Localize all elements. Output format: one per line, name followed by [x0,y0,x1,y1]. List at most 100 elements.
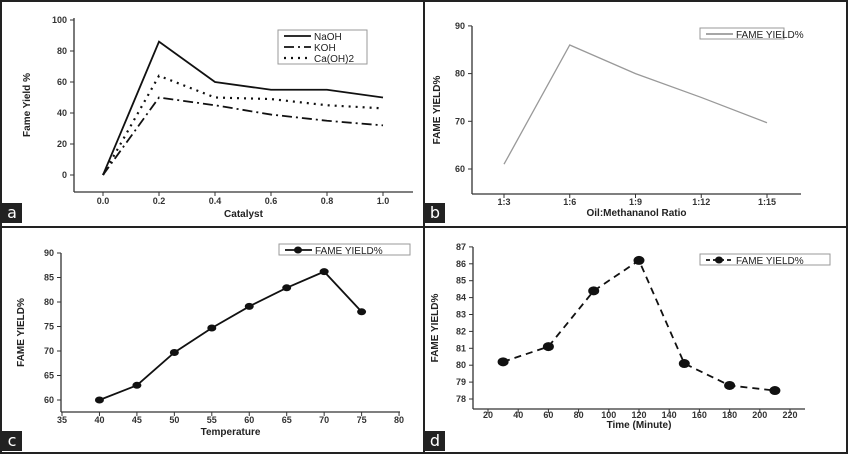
panel-label-a: a [2,203,22,223]
panel-a-y-tick-label: 40 [57,108,67,118]
panel-b-y-axis-title: FAME YIELD% [432,76,443,145]
panel-c-y-tick-label: 65 [44,371,54,381]
panel-c-series-line-fame-yield- [99,270,363,401]
panel-c-data-point [132,381,142,389]
panel-a-y-tick-label: 100 [52,15,67,25]
panel-c-data-point [244,302,254,310]
panel-c-x-tick-label: 55 [207,415,217,425]
panel-d-y-tick-label: 79 [456,377,466,387]
panel-d-y-tick-label: 84 [456,293,466,303]
panel-d-legend-box [699,253,831,266]
panel-c-legend-marker [294,246,302,254]
panel-a-x-tick-label: 0.6 [265,196,278,206]
panel-label-c: c [2,431,22,451]
panel-b-x-tick-label: 1:3 [497,197,510,207]
panel-d-x-tick-label: 160 [692,410,707,420]
panel-a-x-tick-label: 0.2 [153,196,166,206]
panel-d-x-tick-label: 220 [782,410,797,420]
panel-d-x-tick-label: 140 [662,410,677,420]
panel-c-y-tick-label: 80 [44,297,54,307]
panel-b-legend-box [699,27,785,40]
panel-b-y-tick-label: 60 [455,164,465,174]
panel-a-x-tick-label: 0.4 [209,196,222,206]
panel-c-legend-box [278,243,411,256]
panel-d-data-point [588,286,600,296]
panel-c-y-tick-label: 90 [44,248,54,258]
panel-c-data-point [282,284,292,292]
panel-b-series-line-fame-yield- [503,44,768,165]
panel-d-frame [423,226,848,454]
panel-c-data-point [207,324,217,332]
panel-c-x-tick-label: 35 [57,415,67,425]
panel-d-y-tick-label: 83 [456,310,466,320]
panel-a-x-axis-title: Catalyst [224,209,264,220]
panel-d-data-point [497,357,509,367]
panel-c-x-tick-label: 80 [394,415,404,425]
panel-d-legend-label: FAME YIELD% [736,256,804,267]
panel-b-legend-label: FAME YIELD% [736,30,804,41]
panel-c-y-axis-title: FAME YIELD% [16,298,27,367]
panel-b-y-tick-label: 80 [455,69,465,79]
panel-c-y-tick-label: 85 [44,273,54,283]
panel-d-y-tick-label: 85 [456,276,466,286]
panel-d-x-tick-label: 40 [513,410,523,420]
panel-d-x-tick-label: 80 [574,410,584,420]
panel-d-x-tick-label: 180 [722,410,737,420]
panel-a-legend-label: KOH [314,43,336,54]
panel-c-data-point [94,396,104,404]
panel-c-x-tick-label: 50 [169,415,179,425]
panel-c-data-point [319,268,329,276]
panel-a-x-tick-label: 0.0 [97,196,110,206]
panel-c-y-tick-label: 75 [44,322,54,332]
panel-c-data-point [357,308,367,316]
panel-a-x-tick-label: 0.8 [321,196,334,206]
panel-a-series-line-koh [102,96,384,176]
panel-d-y-tick-label: 86 [456,259,466,269]
panel-a-x-tick-label: 1.0 [377,196,390,206]
panel-d-data-point [724,380,736,390]
panel-b-x-tick-label: 1:15 [758,197,776,207]
panel-c-x-tick-label: 45 [132,415,142,425]
panel-d-data-point [542,342,554,352]
panel-b-x-tick-label: 1:6 [563,197,576,207]
panel-b-x-axis-title: Oil:Methananol Ratio [587,208,687,219]
panel-c-x-axis-title: Temperature [201,427,261,438]
panel-d-x-tick-label: 60 [543,410,553,420]
panel-a-y-axis-title: Fame Yield % [22,73,33,137]
panel-d-data-point [678,359,690,369]
panel-d-y-tick-label: 80 [456,360,466,370]
panel-c-x-tick-label: 40 [94,415,104,425]
panel-c-y-tick-label: 70 [44,346,54,356]
panel-label-d: d [425,431,445,451]
panel-a-legend-label: Ca(OH)2 [314,54,354,65]
panel-d-series-line-fame-yield- [502,259,776,392]
panel-d-y-tick-label: 81 [456,343,466,353]
panel-a-legend-label: NaOH [314,32,342,43]
panel-d-y-tick-label: 87 [456,242,466,252]
panel-d-x-tick-label: 120 [631,410,646,420]
panel-d-y-tick-label: 78 [456,394,466,404]
panel-d-x-axis-title: Time (Minute) [607,420,672,431]
panel-b-y-tick-label: 90 [455,21,465,31]
panel-a-series-line-naoh [102,40,384,176]
panel-a-y-tick-label: 20 [57,139,67,149]
panel-b-y-tick-label: 70 [455,116,465,126]
panel-c-x-tick-label: 60 [244,415,254,425]
panel-a-y-tick-label: 80 [57,46,67,56]
panel-c-y-tick-label: 60 [44,395,54,405]
panel-d-data-point [769,386,781,396]
panel-c-x-tick-label: 75 [357,415,367,425]
panel-d-y-axis-title: FAME YIELD% [430,294,441,363]
panel-d-data-point [633,255,645,265]
panel-d-x-tick-label: 20 [483,410,493,420]
panel-b-x-tick-label: 1:12 [692,197,710,207]
panel-c-data-point [169,348,179,356]
panel-d-legend-marker [715,256,723,264]
panel-c-x-tick-label: 70 [319,415,329,425]
panel-d-x-tick-label: 200 [752,410,767,420]
panel-a-y-tick-label: 0 [62,170,67,180]
panel-d-y-tick-label: 82 [456,326,466,336]
panel-d-x-tick-label: 100 [601,410,616,420]
panel-a-y-tick-label: 60 [57,77,67,87]
